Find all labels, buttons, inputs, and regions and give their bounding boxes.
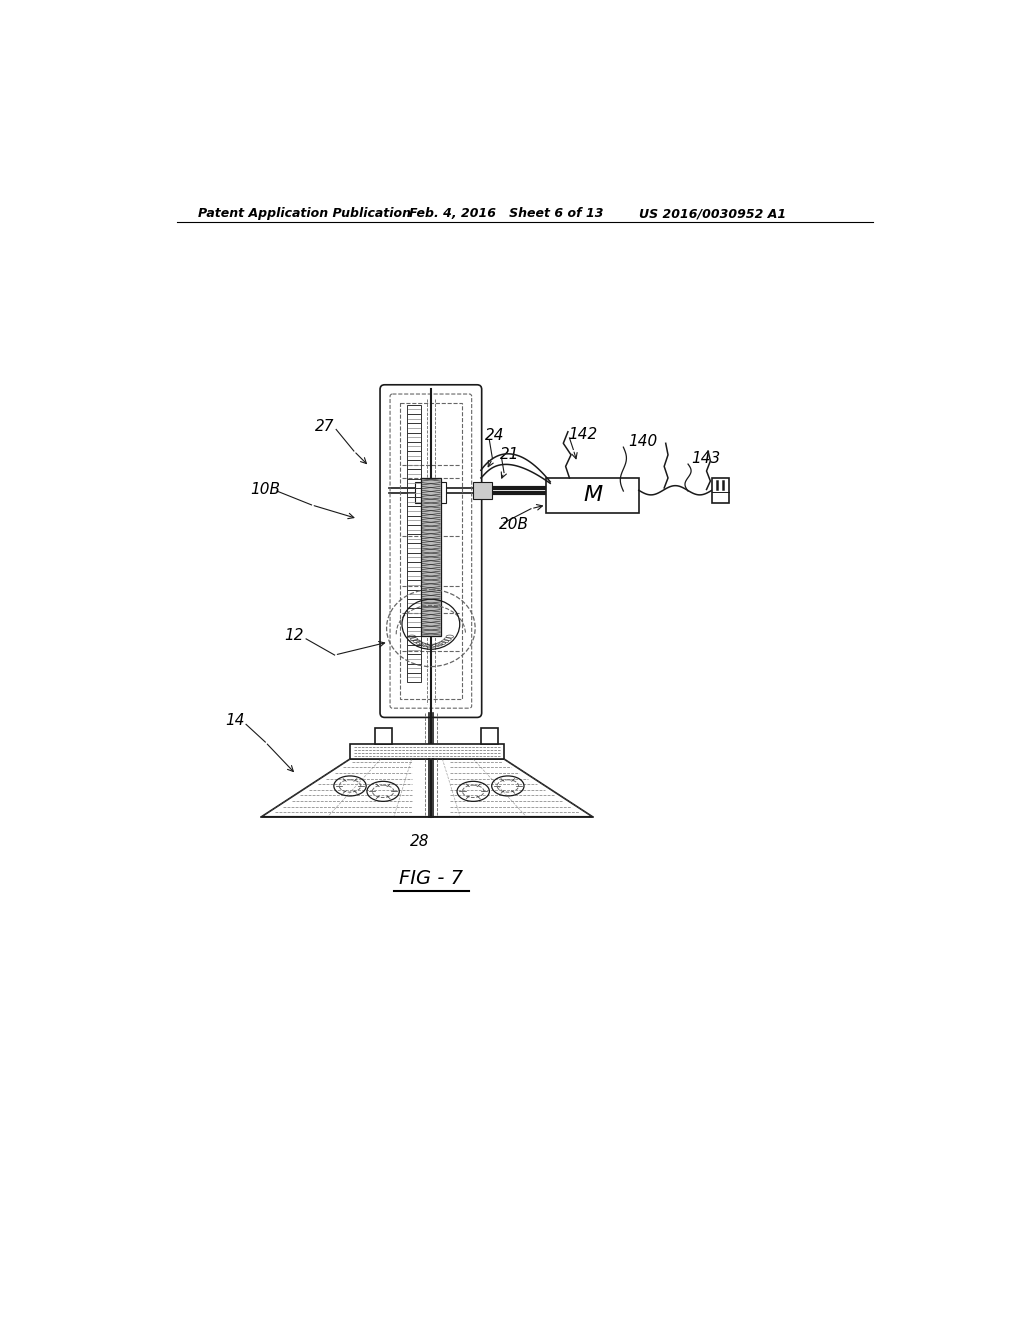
Text: 142: 142: [568, 426, 597, 442]
Text: FIG - 7: FIG - 7: [399, 869, 463, 888]
Bar: [473, 482, 493, 499]
Text: 27: 27: [315, 418, 335, 434]
Bar: [547, 478, 639, 512]
Text: Patent Application Publication: Patent Application Publication: [199, 207, 412, 220]
Bar: [421, 478, 441, 636]
Bar: [416, 482, 446, 503]
Polygon shape: [261, 759, 593, 817]
Text: 14: 14: [225, 713, 245, 729]
Text: 24: 24: [484, 428, 504, 444]
Text: US 2016/0030952 A1: US 2016/0030952 A1: [639, 207, 785, 220]
Text: M: M: [583, 486, 602, 506]
Text: 143: 143: [691, 451, 720, 466]
Bar: [376, 729, 392, 743]
Text: Feb. 4, 2016   Sheet 6 of 13: Feb. 4, 2016 Sheet 6 of 13: [410, 207, 604, 220]
Text: 21: 21: [500, 447, 519, 462]
Bar: [422, 484, 440, 502]
Text: 20B: 20B: [499, 516, 528, 532]
Bar: [712, 478, 729, 503]
Bar: [350, 743, 504, 759]
Bar: [400, 404, 462, 700]
Text: 28: 28: [410, 834, 429, 850]
Text: 12: 12: [285, 628, 304, 643]
Bar: [407, 405, 421, 682]
Text: 10B: 10B: [250, 482, 280, 498]
Text: 140: 140: [628, 434, 657, 449]
FancyBboxPatch shape: [380, 385, 481, 718]
Bar: [481, 729, 498, 743]
